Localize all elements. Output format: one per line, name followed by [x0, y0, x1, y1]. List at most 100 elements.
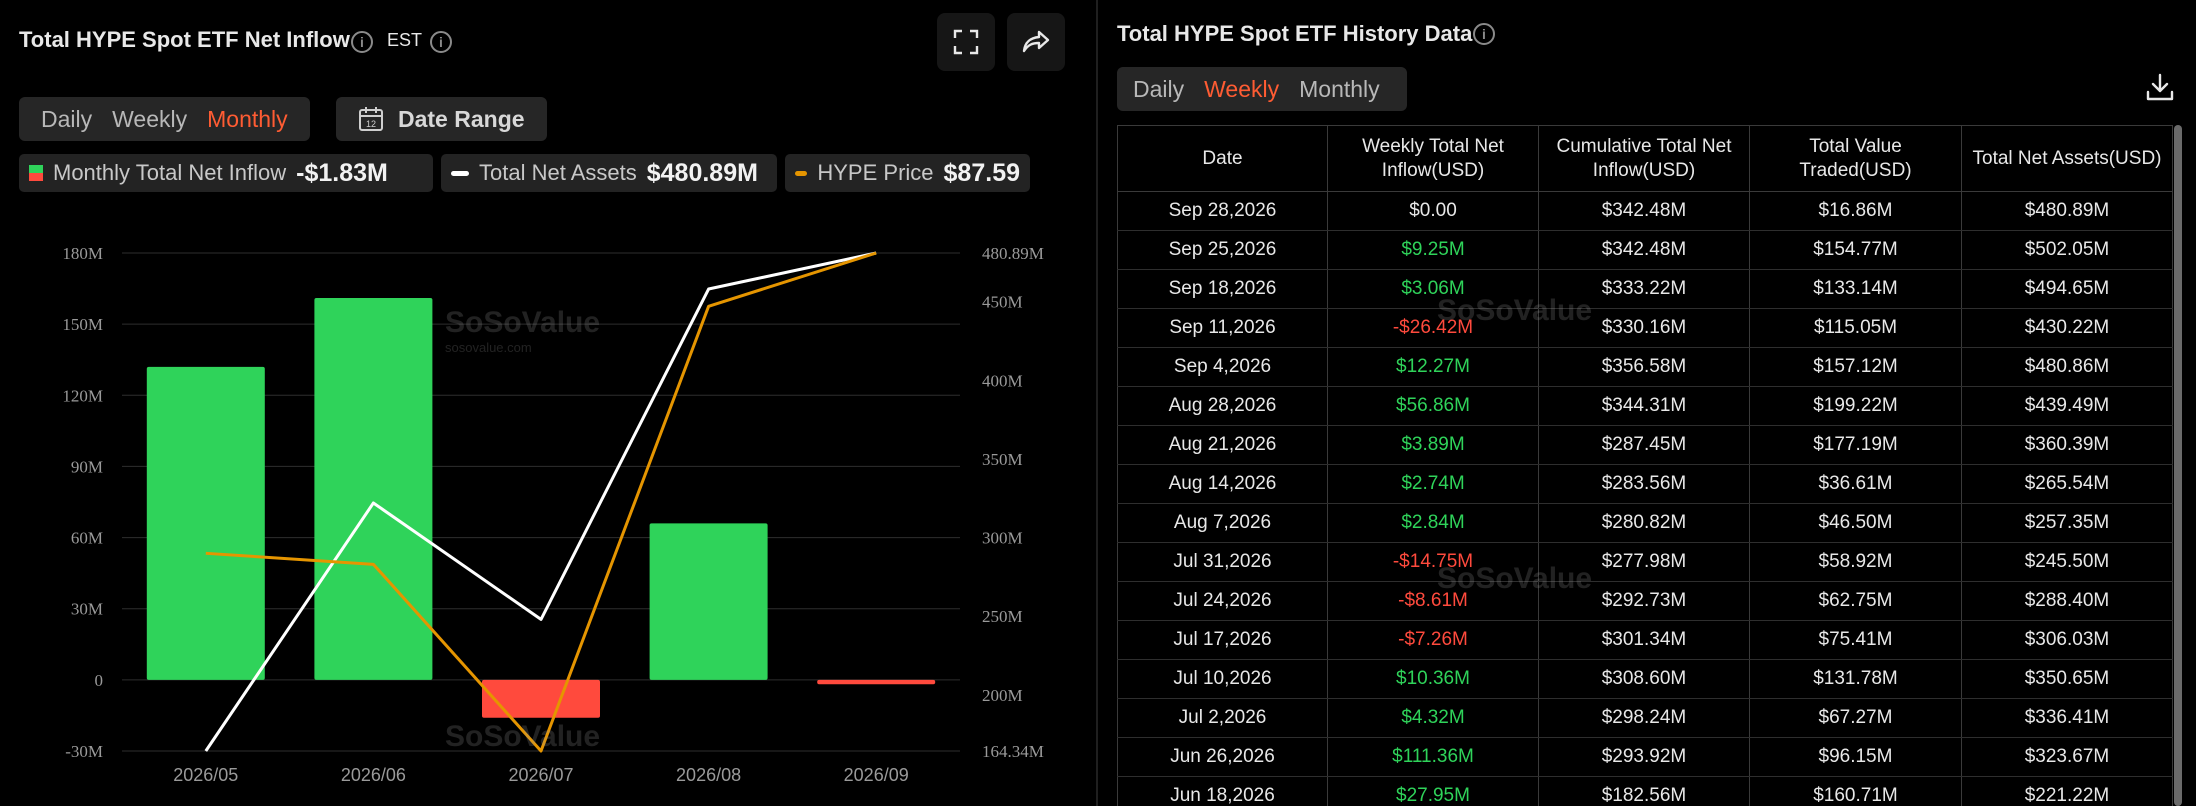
table-row[interactable]: Sep 11,2026 -$26.42M $330.16M $115.05M $430.… [1117, 308, 2173, 348]
table-row[interactable]: Jun 26,2026 $111.36M $293.92M $96.15M $323.6… [1117, 737, 2173, 777]
table-row[interactable]: Sep 18,2026 $3.06M $333.22M $133.14M $494.65… [1117, 269, 2173, 309]
column-header-date[interactable]: Date [1117, 125, 1328, 192]
table-title: Total HYPE Spot ETF History Data [1117, 21, 1473, 46]
cell-cumulative-inflow: $344.31M [1538, 386, 1750, 426]
cell-net-assets: $502.05M [1961, 230, 2173, 270]
cell-weekly-inflow: $111.36M [1327, 737, 1539, 777]
table-row[interactable]: Sep 28,2026 $0.00 $342.48M $16.86M $480.89M [1117, 191, 2173, 231]
column-header-weekly-inflow[interactable]: Weekly Total Net Inflow(USD) [1327, 125, 1539, 192]
table-row[interactable]: Aug 7,2026 $2.84M $280.82M $46.50M $257.35M [1117, 503, 2173, 543]
history-table-container[interactable]: Date Weekly Total Net Inflow(USD) Cumula… [1117, 125, 2177, 806]
left-axis-tick-label: -30M [65, 742, 103, 761]
info-icon[interactable]: i [1473, 23, 1495, 45]
legend-label: Monthly Total Net Inflow [53, 160, 287, 185]
timezone-info-icon[interactable]: i [430, 31, 452, 53]
cell-date: Aug 7,2026 [1117, 503, 1328, 543]
cell-date: Jul 31,2026 [1117, 542, 1328, 582]
download-button[interactable] [2145, 72, 2175, 107]
cell-value-traded: $199.22M [1749, 386, 1962, 426]
net-inflow-chart: 180M 150M 120M 90M 60M 30M 0 -30M 480.89M 450M 400… [62, 244, 1044, 785]
legend-value: -$1.83M [296, 158, 388, 187]
cell-date: Jun 18,2026 [1117, 776, 1328, 806]
table-row[interactable]: Aug 21,2026 $3.89M $287.45M $177.19M $360.39… [1117, 425, 2173, 465]
tab-daily[interactable]: Daily [1133, 75, 1185, 102]
timezone-label: EST [387, 30, 423, 50]
inflow-bar [817, 679, 936, 685]
left-axis-tick-label: 90M [71, 457, 103, 476]
cell-date: Sep 4,2026 [1117, 347, 1328, 387]
right-axis-tick-label: 480.89M [982, 244, 1044, 263]
cell-date: Jun 26,2026 [1117, 737, 1328, 777]
inflow-bar [146, 366, 265, 680]
info-icon[interactable]: i [351, 31, 373, 53]
cell-weekly-inflow: $3.06M [1327, 269, 1539, 309]
cell-value-traded: $154.77M [1749, 230, 1962, 270]
tab-weekly[interactable]: Weekly [1204, 75, 1280, 102]
left-axis-tick-label: 120M [62, 386, 103, 405]
table-row[interactable]: Jul 10,2026 $10.36M $308.60M $131.78M $350.6… [1117, 659, 2173, 699]
cell-weekly-inflow: $2.74M [1327, 464, 1539, 504]
cell-cumulative-inflow: $292.73M [1538, 581, 1750, 621]
cell-cumulative-inflow: $330.16M [1538, 308, 1750, 348]
legend-value: $87.59 [943, 158, 1020, 187]
cell-cumulative-inflow: $293.92M [1538, 737, 1750, 777]
cell-weekly-inflow: -$14.75M [1327, 542, 1539, 582]
table-row[interactable]: Jul 2,2026 $4.32M $298.24M $67.27M $336.41M [1117, 698, 2173, 738]
svg-text:12: 12 [366, 119, 376, 129]
cell-value-traded: $131.78M [1749, 659, 1962, 699]
column-header-net-assets[interactable]: Total Net Assets(USD) [1961, 125, 2173, 192]
table-row[interactable]: Aug 14,2026 $2.74M $283.56M $36.61M $265.54M [1117, 464, 2173, 504]
table-scrollbar[interactable] [2173, 125, 2183, 806]
cell-cumulative-inflow: $298.24M [1538, 698, 1750, 738]
cell-net-assets: $245.50M [1961, 542, 2173, 582]
tab-weekly[interactable]: Weekly [112, 105, 188, 132]
cell-cumulative-inflow: $182.56M [1538, 776, 1750, 806]
legend-total-net-assets[interactable]: Total Net Assets $480.89M [441, 154, 777, 192]
tab-monthly[interactable]: Monthly [207, 105, 288, 132]
cell-cumulative-inflow: $308.60M [1538, 659, 1750, 699]
scrollbar-thumb[interactable] [2174, 125, 2182, 806]
cell-net-assets: $350.65M [1961, 659, 2173, 699]
right-axis-tick-label: 200M [982, 686, 1023, 705]
table-row[interactable]: Sep 4,2026 $12.27M $356.58M $157.12M $480.86… [1117, 347, 2173, 387]
cell-net-assets: $265.54M [1961, 464, 2173, 504]
cell-weekly-inflow: -$7.26M [1327, 620, 1539, 660]
table-row[interactable]: Jun 18,2026 $27.95M $182.56M $160.71M $221.2… [1117, 776, 2173, 806]
cell-value-traded: $133.14M [1749, 269, 1962, 309]
date-range-button[interactable]: 12 Date Range [336, 97, 547, 141]
cell-weekly-inflow: $12.27M [1327, 347, 1539, 387]
cell-value-traded: $115.05M [1749, 308, 1962, 348]
legend-net-inflow[interactable]: Monthly Total Net Inflow -$1.83M [19, 154, 433, 192]
cell-date: Sep 18,2026 [1117, 269, 1328, 309]
cell-net-assets: $480.89M [1961, 191, 2173, 231]
cell-value-traded: $16.86M [1749, 191, 1962, 231]
legend-label: HYPE Price [817, 160, 934, 185]
tab-daily[interactable]: Daily [41, 105, 93, 132]
cell-date: Jul 17,2026 [1117, 620, 1328, 660]
cell-value-traded: $46.50M [1749, 503, 1962, 543]
cell-weekly-inflow: -$26.42M [1327, 308, 1539, 348]
watermark-logo: SoSoValue [445, 720, 601, 753]
table-header-row: Date Weekly Total Net Inflow(USD) Cumula… [1117, 125, 2173, 192]
fullscreen-button[interactable] [937, 13, 995, 71]
legend-hype-price[interactable]: HYPE Price $87.59 [785, 154, 1030, 192]
table-row[interactable]: Jul 31,2026 -$14.75M $277.98M $58.92M $245.5… [1117, 542, 2173, 582]
panel-divider [1096, 0, 1098, 806]
tab-monthly[interactable]: Monthly [1299, 75, 1380, 102]
total-net-assets-line [204, 251, 877, 752]
table-row[interactable]: Aug 28,2026 $56.86M $344.31M $199.22M $439.4… [1117, 386, 2173, 426]
table-row[interactable]: Jul 24,2026 -$8.61M $292.73M $62.75M $288.40… [1117, 581, 2173, 621]
table-row[interactable]: Sep 25,2026 $9.25M $342.48M $154.77M $502.05… [1117, 230, 2173, 270]
fullscreen-icon [953, 29, 979, 55]
cell-net-assets: $360.39M [1961, 425, 2173, 465]
cell-date: Jul 2,2026 [1117, 698, 1328, 738]
cell-date: Sep 11,2026 [1117, 308, 1328, 348]
share-button[interactable] [1007, 13, 1065, 71]
column-header-cumulative-inflow[interactable]: Cumulative Total Net Inflow(USD) [1538, 125, 1750, 192]
cell-weekly-inflow: $10.36M [1327, 659, 1539, 699]
column-header-value-traded[interactable]: Total Value Traded(USD) [1749, 125, 1962, 192]
table-row[interactable]: Jul 17,2026 -$7.26M $301.34M $75.41M $306.03… [1117, 620, 2173, 660]
cell-date: Aug 21,2026 [1117, 425, 1328, 465]
cell-value-traded: $36.61M [1749, 464, 1962, 504]
left-axis-tick-label: 0 [95, 671, 104, 690]
